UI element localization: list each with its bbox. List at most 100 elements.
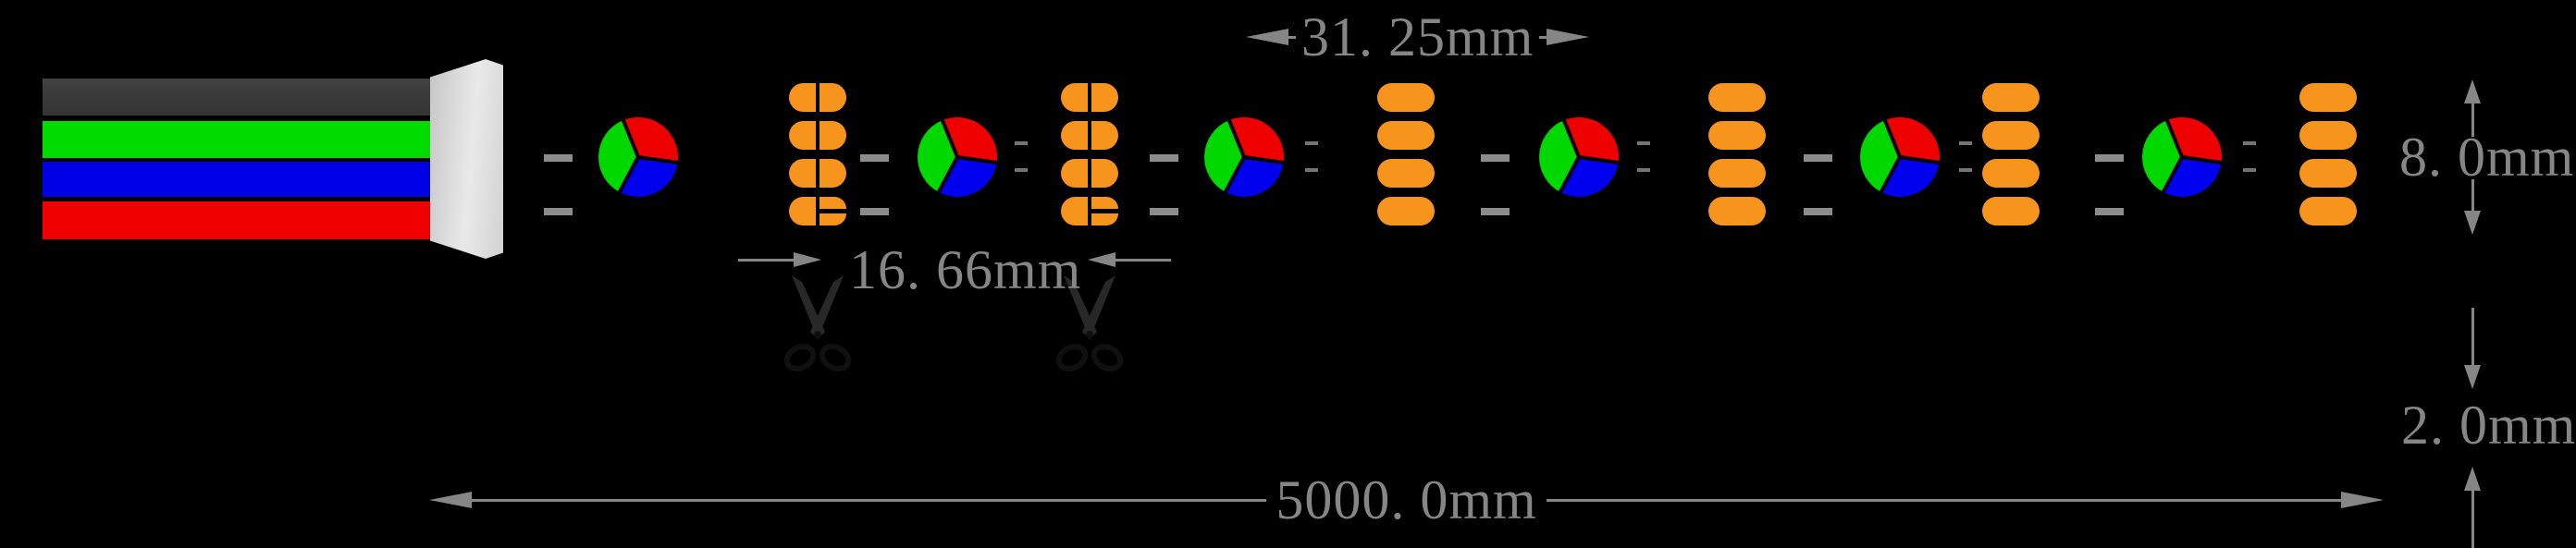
dimension-led-pitch: 31. 25mm (1246, 6, 1590, 67)
solder-pad (789, 197, 846, 225)
dimension-label-led-pitch: 31. 25mm (1301, 6, 1535, 67)
dimension-total-length: 5000. 0mm (429, 472, 2384, 528)
solder-pad (789, 121, 846, 150)
solder-pads-cut-point (1061, 83, 1118, 225)
solder-pad (1061, 197, 1118, 225)
arrow-left-icon (1088, 252, 1115, 267)
dimension-cut-right-arrow (1088, 252, 1171, 267)
strip-gap-mark (1150, 208, 1178, 215)
solder-pad (1708, 197, 1766, 225)
rgb-led (593, 112, 684, 202)
strip-gap-mark (2095, 154, 2124, 162)
dimension-cut-left-arrow (738, 252, 821, 267)
arrow-down-icon (2464, 211, 2481, 235)
solder-pad (1982, 159, 2040, 188)
wire-blue (43, 162, 430, 197)
arrow-right-icon (794, 252, 821, 267)
strip-gap-mark-small (2243, 168, 2256, 172)
dimension-thickness-up-arrow (2464, 467, 2481, 548)
rgb-led (1199, 112, 1289, 202)
strip-gap-mark (1804, 154, 1832, 162)
dimension-thickness-down-arrow (2464, 308, 2481, 389)
arrow-up-icon (2464, 467, 2481, 491)
dimension-line (2471, 104, 2474, 137)
rgb-led (912, 112, 1003, 202)
rgb-led (1855, 112, 1945, 202)
strip-gap-mark (1481, 154, 1510, 162)
strip-gap-mark-small (1959, 168, 1972, 172)
solder-pads-cut-point (789, 83, 846, 225)
strip-gap-mark (860, 208, 889, 215)
arrow-right-icon (1547, 29, 1590, 45)
strip-gap-mark-small (1305, 168, 1318, 172)
wire-red (43, 201, 430, 239)
dimension-line (2471, 491, 2474, 548)
scissors-icon (779, 274, 857, 373)
arrow-down-icon (2464, 365, 2481, 389)
solder-pad (1708, 83, 1766, 112)
solder-pad (789, 83, 846, 112)
solder-pad (1982, 121, 2040, 150)
dimension-line (1115, 258, 1171, 262)
strip-gap-mark-small (1637, 168, 1650, 172)
wire-black (43, 79, 430, 116)
dimension-line (738, 258, 794, 262)
solder-pad (1061, 159, 1118, 188)
strip-gap-mark-small (2243, 141, 2256, 145)
arrow-right-icon (2341, 492, 2384, 508)
strip-gap-mark (860, 154, 889, 162)
solder-pad (1061, 121, 1118, 150)
strip-gap-mark (544, 208, 573, 215)
dimension-line (2471, 308, 2474, 365)
scissors-icon (1051, 274, 1128, 373)
solder-pad (1377, 83, 1435, 112)
solder-pad (789, 159, 846, 188)
dimension-width-down-arrow (2464, 179, 2481, 235)
arrow-left-icon (1246, 29, 1288, 45)
strip-gap-mark (1804, 208, 1832, 215)
rgb-led (1534, 112, 1624, 202)
solder-pads (2299, 83, 2357, 225)
solder-pad (1982, 83, 2040, 112)
solder-pad (2299, 83, 2357, 112)
solder-pad (1061, 83, 1118, 112)
wire-green (43, 121, 430, 158)
solder-pads (1377, 83, 1435, 225)
connector-body (430, 59, 503, 259)
strip-gap-mark (1150, 154, 1178, 162)
connector (43, 79, 505, 240)
arrow-up-icon (2464, 79, 2481, 104)
solder-pad (1377, 159, 1435, 188)
dimension-label-cut-length: 16. 66mm (849, 239, 1082, 300)
dimension-label-total-length: 5000. 0mm (1276, 469, 1537, 530)
dimension-line (472, 498, 1267, 502)
solder-pad (1708, 121, 1766, 150)
strip-gap-mark (544, 154, 573, 162)
solder-pad (1377, 121, 1435, 150)
solder-pads (1982, 83, 2040, 225)
dimension-line (1539, 35, 1547, 39)
strip-gap-mark-small (1015, 168, 1028, 172)
solder-pad (1982, 197, 2040, 225)
dimension-label-strip-thickness: 2. 0mm (2401, 395, 2576, 456)
rgb-led (2137, 112, 2227, 202)
strip-gap-mark-small (1637, 141, 1650, 145)
dimension-line (2471, 179, 2474, 211)
solder-pad (2299, 159, 2357, 188)
solder-pad (1708, 159, 1766, 188)
solder-pad (2299, 197, 2357, 225)
dimension-width-up-arrow (2464, 79, 2481, 137)
dimension-line (1546, 498, 2341, 502)
solder-pad (2299, 121, 2357, 150)
dimension-line (1288, 35, 1296, 39)
strip-gap-mark-small (1959, 141, 1972, 145)
dimension-label-strip-width: 8. 0mm (2399, 127, 2575, 188)
solder-pad (1377, 197, 1435, 225)
solder-pads (1708, 83, 1766, 225)
strip-gap-mark (2095, 208, 2124, 215)
strip-gap-mark-small (1015, 141, 1028, 145)
strip-gap-mark-small (1305, 141, 1318, 145)
strip-gap-mark (1481, 208, 1510, 215)
arrow-left-icon (429, 492, 472, 508)
